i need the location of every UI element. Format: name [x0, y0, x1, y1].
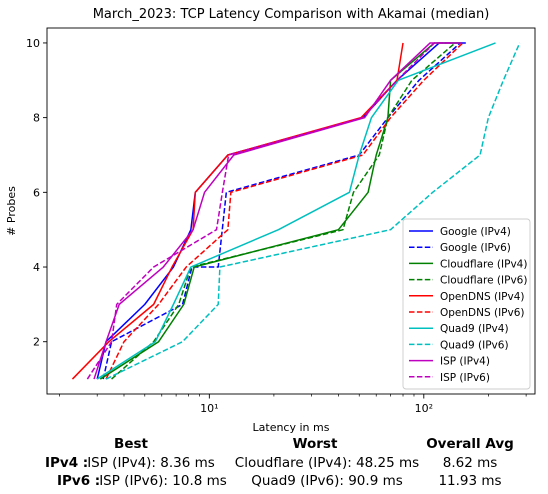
y-tick-label: 4	[33, 261, 40, 274]
legend-label: OpenDNS (IPv4)	[440, 291, 525, 303]
axes-frame	[46, 27, 536, 395]
y-tick-label: 2	[33, 336, 40, 349]
legend-label: ISP (IPv6)	[440, 372, 490, 384]
legend-label: ISP (IPv4)	[440, 356, 490, 368]
legend-label: Quad9 (IPv6)	[440, 339, 509, 351]
summary-row-ipv4-label: IPv4 :	[45, 455, 89, 471]
summary-row-ipv4-worst: Cloudflare (IPv4): 48.25 ms	[234, 455, 420, 471]
series-line-1	[102, 42, 461, 380]
y-tick-label: 6	[33, 186, 40, 199]
series-line-6	[96, 42, 496, 380]
summary-row-ipv6-best: ISP (IPv6): 10.8 ms	[99, 473, 227, 489]
chart-title: March_2023: TCP Latency Comparison with …	[93, 7, 490, 22]
y-tick-label: 8	[33, 112, 40, 125]
summary-row-ipv4-overall: 8.62 ms	[442, 455, 498, 471]
series-line-5	[105, 42, 464, 380]
y-tick-label: 10	[26, 37, 40, 50]
series-line-3	[111, 42, 456, 380]
y-axis-label: # Probes	[5, 186, 18, 236]
legend-label: Google (IPv4)	[440, 226, 511, 238]
legend-label: Cloudflare (IPv4)	[440, 258, 527, 270]
summary-header-worst: Worst	[292, 436, 338, 452]
summary-table: Best Worst Overall Avg IPv4 : ISP (IPv4)…	[0, 434, 548, 494]
latency-chart: March_2023: TCP Latency Comparison with …	[5, 7, 536, 434]
series-line-7	[105, 42, 521, 380]
legend-label: OpenDNS (IPv6)	[440, 307, 525, 319]
x-tick-label: 10¹	[200, 402, 218, 415]
summary-row-ipv6-worst: Quad9 (IPv6): 90.9 ms	[251, 473, 403, 489]
series-line-9	[86, 42, 452, 380]
legend-box	[402, 218, 531, 390]
summary-row-ipv6-label: IPv6 :	[57, 473, 101, 489]
legend: Google (IPv4) Google (IPv6) Cloudflare (IP…	[402, 218, 531, 390]
summary-row-ipv6-overall: 11.93 ms	[438, 473, 502, 489]
plot-area: 2 4 6 8 10 10¹ 10²	[26, 27, 536, 415]
summary-row-ipv4-best: ISP (IPv4): 8.36 ms	[87, 455, 215, 471]
legend-label: Google (IPv6)	[440, 242, 511, 254]
series-line-2	[99, 42, 462, 380]
series-line-8	[93, 42, 462, 380]
summary-header-overall: Overall Avg	[426, 436, 514, 452]
legend-label: Quad9 (IPv4)	[440, 323, 509, 335]
x-tick-label: 10²	[415, 402, 433, 415]
x-axis-label: Latency in ms	[253, 421, 330, 434]
legend-label: Cloudflare (IPv6)	[440, 275, 527, 287]
summary-header-best: Best	[114, 436, 148, 452]
